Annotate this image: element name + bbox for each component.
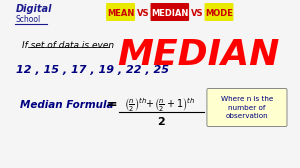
Text: 2: 2 <box>157 117 165 127</box>
Text: =: = <box>106 98 117 112</box>
Text: If set of data is even: If set of data is even <box>22 40 115 50</box>
FancyBboxPatch shape <box>207 89 287 127</box>
Text: School: School <box>15 15 41 24</box>
Text: MEAN: MEAN <box>107 9 134 17</box>
FancyBboxPatch shape <box>151 3 189 21</box>
FancyBboxPatch shape <box>205 3 233 21</box>
FancyBboxPatch shape <box>106 3 135 21</box>
Text: 12 , 15 , 17 , 19 , 22 , 25: 12 , 15 , 17 , 19 , 22 , 25 <box>16 65 169 75</box>
Text: Where n is the
number of
observation: Where n is the number of observation <box>221 96 273 119</box>
Text: Digital: Digital <box>15 4 52 14</box>
Text: $\left(\frac{n}{2}\right)^{th}$$+\left(\frac{n}{2}+1\right)^{th}$: $\left(\frac{n}{2}\right)^{th}$$+\left(\… <box>124 96 196 114</box>
Text: MEDIAN: MEDIAN <box>151 9 188 17</box>
Text: Median Formula: Median Formula <box>20 100 114 110</box>
Text: VS: VS <box>136 9 149 17</box>
Text: MODE: MODE <box>205 9 233 17</box>
Text: MEDIAN: MEDIAN <box>118 38 280 72</box>
Text: VS: VS <box>190 9 203 17</box>
